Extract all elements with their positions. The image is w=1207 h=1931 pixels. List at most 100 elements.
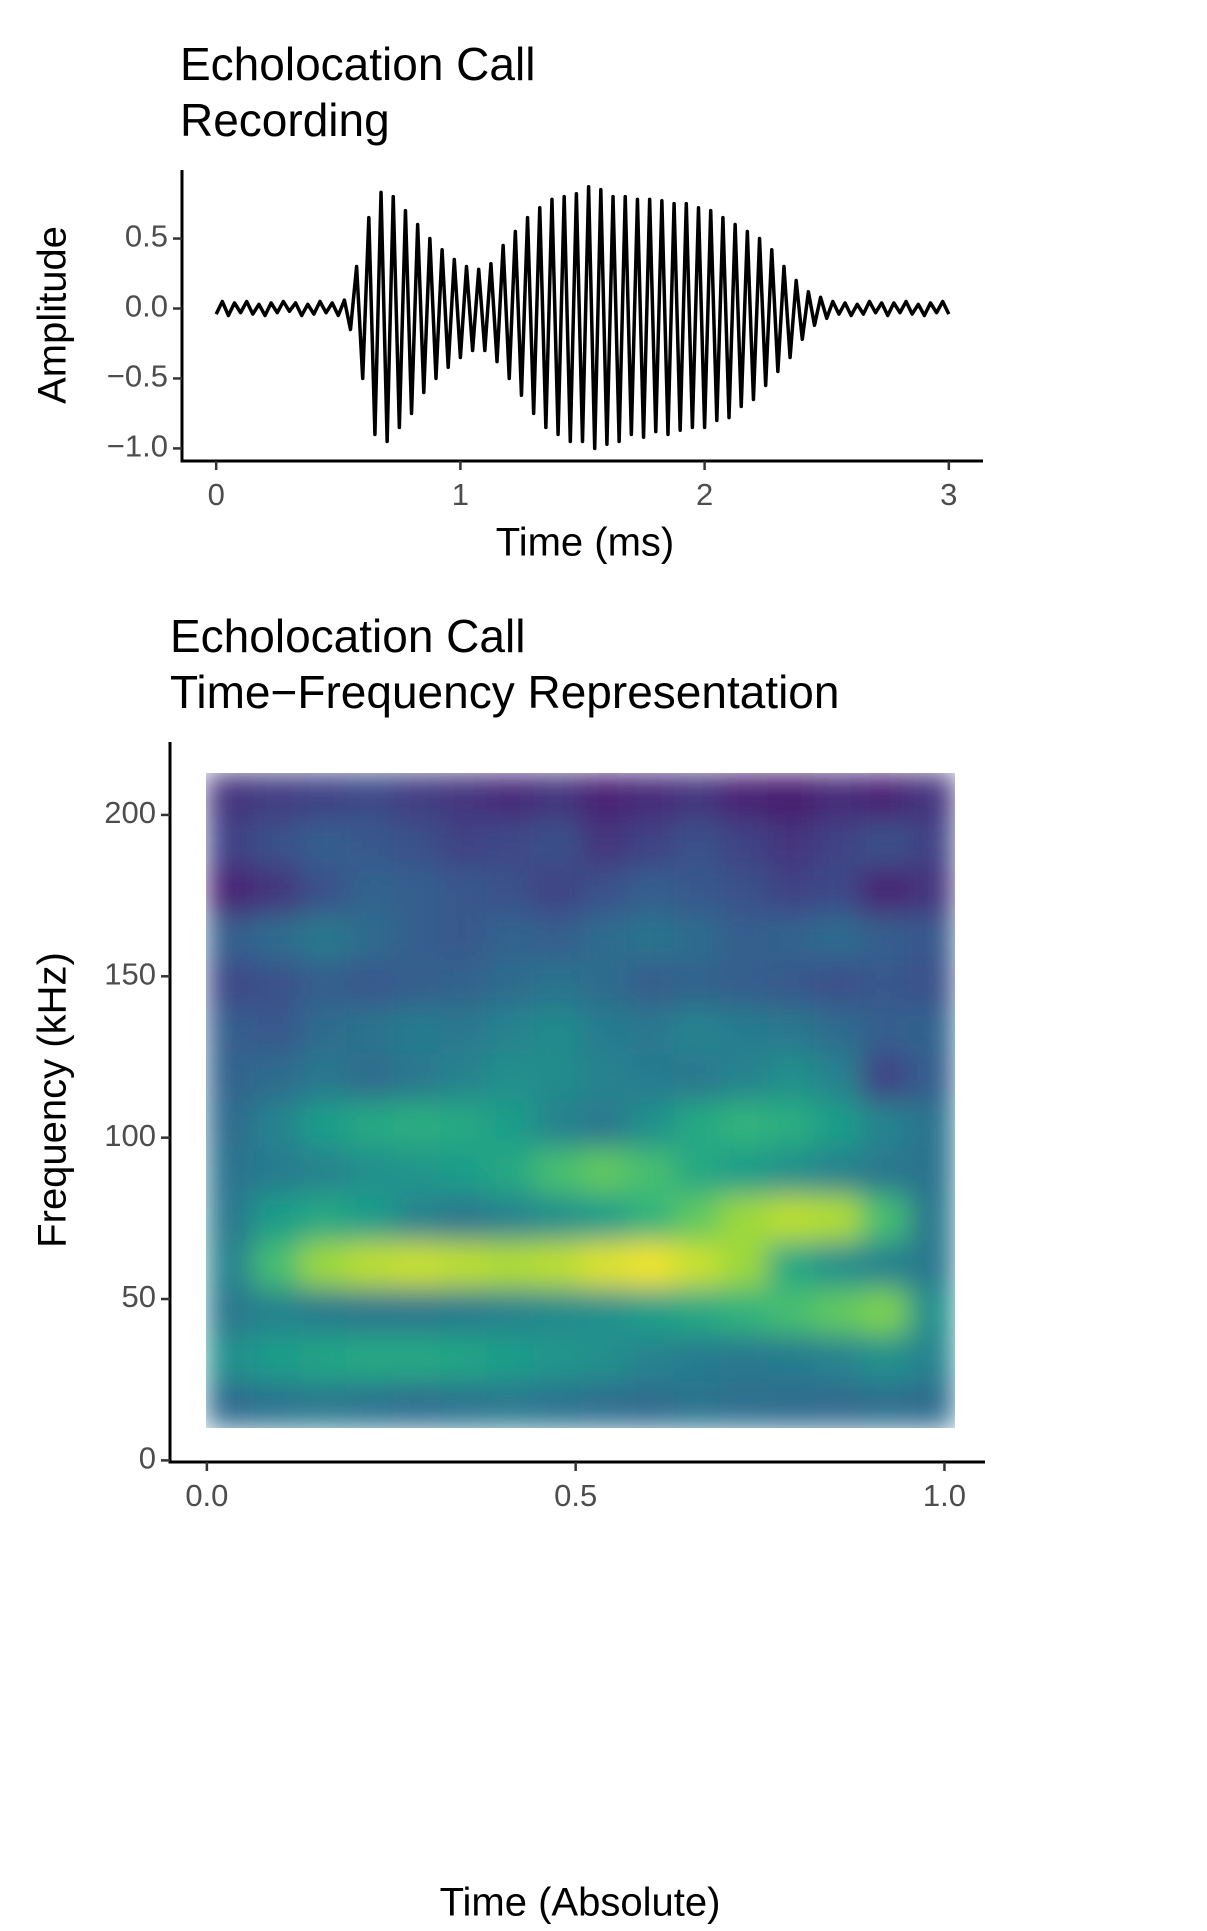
heatmap-cell — [346, 1193, 395, 1242]
heatmap-cell — [486, 1100, 535, 1148]
heatmap-cell — [814, 819, 862, 868]
heatmap-cell — [673, 1380, 722, 1428]
heatmap-cell — [860, 1053, 909, 1102]
heatmap-cell — [252, 1100, 302, 1148]
heatmap-cell — [626, 1380, 675, 1428]
heatmap-cell — [206, 1146, 254, 1195]
heatmap-cell — [206, 1100, 254, 1148]
heatmap-cell — [673, 1287, 722, 1336]
heatmap-cell — [814, 912, 862, 961]
heatmap-cell — [907, 1146, 955, 1195]
y-tick-label: 0.5 — [125, 219, 168, 254]
heatmap-cell — [720, 773, 769, 821]
heatmap-cell — [814, 959, 862, 1008]
heatmap-cell — [533, 1053, 582, 1102]
y-tick-label: −0.5 — [107, 359, 168, 394]
heatmap-cell — [440, 773, 488, 821]
heatmap-cell — [860, 1006, 909, 1055]
heatmap-cell — [814, 1287, 862, 1336]
heatmap-cell — [533, 1100, 582, 1148]
heatmap-cell — [580, 959, 628, 1008]
heatmap-cell — [300, 1240, 348, 1289]
heatmap-cell — [300, 912, 348, 961]
heatmap-cell — [626, 866, 675, 914]
heatmap-cell — [580, 1287, 628, 1336]
heatmap-cell — [720, 1380, 769, 1428]
heatmap-cell — [673, 1053, 722, 1102]
heatmap-cell — [626, 819, 675, 868]
heatmap-cell — [860, 1146, 909, 1195]
heatmap-cell — [767, 773, 816, 821]
chart-title: Echolocation Call Recording — [180, 38, 536, 146]
heatmap-cell — [720, 1053, 769, 1102]
heatmap-cell — [300, 1100, 348, 1148]
heatmap-cell — [393, 1193, 442, 1242]
heatmap-cell — [252, 959, 302, 1008]
heatmap-cell — [767, 1053, 816, 1102]
heatmap-cell — [767, 1146, 816, 1195]
heatmap-cell — [626, 1006, 675, 1055]
heatmap-cell — [346, 1334, 395, 1382]
heatmap-cell — [814, 1193, 862, 1242]
heatmap-cell — [252, 1380, 302, 1428]
heatmap-cell — [346, 1146, 395, 1195]
x-tick-label: 0.0 — [185, 1478, 228, 1513]
heatmap-cell — [580, 1100, 628, 1148]
heatmap-cell — [252, 866, 302, 914]
heatmap-cell — [626, 1100, 675, 1148]
heatmap-cell — [486, 959, 535, 1008]
heatmap-cell — [440, 819, 488, 868]
heatmap-cell — [346, 819, 395, 868]
heatmap-cell — [580, 1240, 628, 1289]
heatmap-cell — [346, 959, 395, 1008]
heatmap-cell — [814, 1146, 862, 1195]
heatmap-cell — [673, 959, 722, 1008]
heatmap-cell — [440, 1053, 488, 1102]
heatmap-cell — [814, 1334, 862, 1382]
heatmap-cell — [767, 866, 816, 914]
heatmap-cell — [860, 866, 909, 914]
heatmap-cell — [252, 1287, 302, 1336]
heatmap-cell — [580, 866, 628, 914]
heatmap-cell — [673, 912, 722, 961]
heatmap-cell — [300, 1146, 348, 1195]
heatmap-cell — [486, 1287, 535, 1336]
heatmap-cell — [486, 1380, 535, 1428]
heatmap-cell — [767, 1240, 816, 1289]
y-tick-label: 200 — [104, 795, 156, 830]
heatmap-cell — [860, 773, 909, 821]
heatmap-cell — [440, 1006, 488, 1055]
heatmap-cell — [440, 1334, 488, 1382]
heatmap-cell — [393, 1053, 442, 1102]
heatmap-cell — [393, 819, 442, 868]
heatmap-cell — [673, 1146, 722, 1195]
x-axis-title: Time (ms) — [496, 521, 674, 565]
heatmap-cell — [814, 866, 862, 914]
heatmap-cell — [252, 819, 302, 868]
heatmap-cell — [486, 1006, 535, 1055]
heatmap-cell — [393, 912, 442, 961]
heatmap-cell — [206, 819, 254, 868]
heatmap-cell — [300, 1053, 348, 1102]
heatmap-cell — [767, 912, 816, 961]
heatmap-cell — [300, 1380, 348, 1428]
heatmap-cell — [673, 1006, 722, 1055]
heatmap-cell — [393, 1334, 442, 1382]
heatmap-cell — [393, 1100, 442, 1148]
heatmap-cell — [440, 912, 488, 961]
heatmap-cell — [907, 866, 955, 914]
heatmap-cell — [393, 1146, 442, 1195]
x-axis-title: Time (Absolute) — [440, 1881, 721, 1925]
x-tick-label: 2 — [696, 477, 713, 512]
heatmap-cell — [533, 773, 582, 821]
heatmap-cell — [440, 866, 488, 914]
heatmap-cell — [486, 912, 535, 961]
heatmap-cell — [252, 1053, 302, 1102]
heatmap-cell — [580, 1006, 628, 1055]
heatmap-cell — [626, 1240, 675, 1289]
heatmap-cell — [720, 1240, 769, 1289]
heatmap-cell — [393, 773, 442, 821]
heatmap-cell — [720, 1146, 769, 1195]
heatmap-cell — [252, 1193, 302, 1242]
